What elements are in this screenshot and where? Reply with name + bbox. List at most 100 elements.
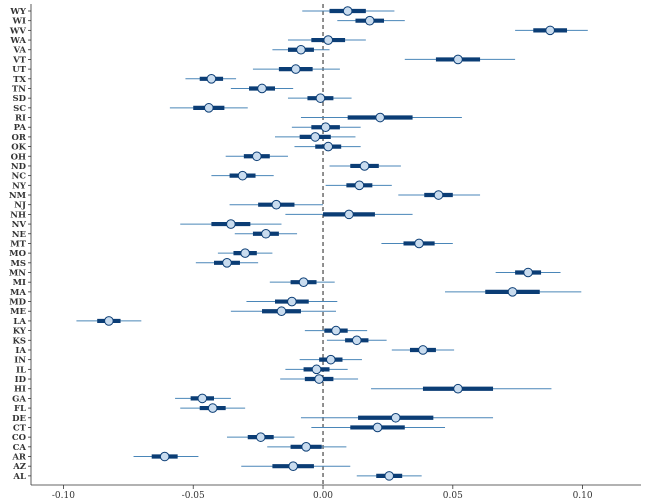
state-label-ms: MS — [10, 259, 26, 269]
point-estimate-nc — [237, 170, 248, 181]
state-label-ny: NY — [12, 181, 27, 191]
state-label-wv: WV — [9, 26, 27, 36]
state-label-co: CO — [12, 433, 27, 443]
point-estimate-ia — [418, 345, 428, 355]
state-label-tn: TN — [12, 84, 26, 94]
state-label-de: DE — [12, 414, 26, 424]
state-label-ga: GA — [12, 394, 26, 404]
state-label-nd: ND — [11, 162, 27, 172]
state-label-pa: PA — [14, 123, 27, 133]
point-estimate-mo — [240, 248, 250, 258]
point-estimate-ga — [197, 393, 208, 404]
point-estimate-mn — [523, 267, 533, 278]
x-ticks: -0.10 -0.05 0.00 0.05 0.10 — [52, 485, 593, 501]
point-estimate-hi — [453, 383, 463, 394]
state-label-md: MD — [9, 298, 26, 308]
state-label-wi: WI — [11, 17, 26, 27]
state-label-fl: FL — [14, 404, 26, 414]
point-estimate-mt — [414, 238, 424, 249]
point-estimate-ri — [375, 112, 385, 123]
point-estimate-ma — [507, 287, 518, 297]
state-label-ca: CA — [13, 443, 27, 453]
point-estimate-ny — [354, 180, 365, 191]
state-label-ia: IA — [15, 346, 26, 356]
state-label-ar: AR — [11, 453, 27, 463]
point-estimate-az — [288, 461, 298, 471]
state-label-or: OR — [12, 133, 27, 143]
point-estimate-nm — [433, 190, 444, 200]
point-estimate-or — [310, 132, 321, 142]
x-tick-label: 0.00 — [313, 491, 333, 501]
x-tick-label: -0.10 — [52, 491, 75, 501]
state-label-wa: WA — [9, 36, 26, 46]
state-label-nh: NH — [10, 210, 26, 220]
x-tick-label: -0.05 — [182, 491, 205, 501]
state-label-la: LA — [13, 317, 26, 327]
point-estimate-in — [326, 354, 336, 365]
state-label-al: AL — [12, 472, 26, 482]
point-estimate-ct — [372, 422, 383, 433]
point-estimate-nj — [271, 199, 282, 210]
point-estimate-sd — [315, 93, 326, 103]
state-label-ut: UT — [12, 65, 26, 75]
point-estimate-oh — [252, 151, 262, 162]
point-estimate-tx — [206, 73, 217, 84]
point-estimate-ar — [159, 451, 170, 462]
state-label-in: IN — [14, 356, 26, 366]
point-estimate-wy — [342, 6, 353, 16]
point-estimate-wi — [364, 15, 375, 26]
point-estimate-ky — [331, 325, 341, 336]
point-estimate-ms — [222, 258, 232, 268]
point-estimate-va — [296, 44, 306, 55]
point-estimate-la — [104, 316, 114, 326]
state-label-ky: KY — [13, 327, 27, 337]
state-label-ok: OK — [11, 143, 26, 153]
state-label-va: VA — [12, 46, 26, 56]
state-label-sc: SC — [13, 104, 26, 114]
point-estimate-id — [314, 374, 324, 384]
state-label-il: IL — [16, 365, 26, 375]
state-label-ri: RI — [15, 114, 26, 124]
point-estimate-nd — [359, 161, 370, 171]
state-label-tx: TX — [13, 75, 26, 85]
point-estimate-mi — [298, 277, 309, 287]
x-tick-label: 0.10 — [573, 491, 593, 501]
state-label-sd: SD — [12, 94, 26, 104]
point-estimate-ut — [290, 64, 301, 74]
point-estimate-tn — [257, 83, 267, 94]
point-estimate-pa — [320, 122, 331, 133]
state-label-nv: NV — [12, 220, 27, 230]
state-label-me: ME — [10, 307, 26, 317]
state-label-ks: KS — [12, 336, 26, 346]
state-label-ct: CT — [13, 423, 27, 433]
state-label-wy: WY — [9, 7, 27, 17]
point-estimates — [104, 6, 555, 481]
state-label-mi: MI — [13, 278, 26, 288]
point-estimate-fl — [207, 403, 218, 413]
point-estimate-de — [390, 412, 401, 423]
state-label-mo: MO — [9, 249, 26, 259]
state-label-oh: OH — [11, 152, 26, 162]
point-estimate-ok — [323, 141, 334, 152]
point-estimate-sc — [204, 103, 214, 113]
point-estimate-wv — [545, 25, 555, 36]
point-estimate-il — [311, 364, 322, 375]
state-label-mt: MT — [10, 239, 26, 249]
point-estimate-vt — [453, 54, 463, 65]
interval-bars — [76, 8, 588, 478]
state-label-nm: NM — [9, 191, 27, 201]
y-axis: WYWIWVWAVAVTUTTXTNSDSCRIPAOROKOHNDNCNYNM… — [9, 4, 32, 485]
x-tick-label: 0.05 — [443, 491, 463, 501]
state-label-ma: MA — [10, 288, 26, 298]
state-label-hi: HI — [14, 385, 26, 395]
point-estimate-ca — [301, 442, 311, 452]
state-label-nc: NC — [11, 172, 26, 182]
x-axis: -0.10 -0.05 0.00 0.05 0.10 — [31, 484, 641, 501]
point-estimate-ks — [351, 335, 362, 346]
state-label-mn: MN — [9, 268, 26, 278]
state-label-ne: NE — [12, 230, 27, 240]
point-estimate-nv — [226, 219, 236, 229]
state-label-nj: NJ — [14, 201, 26, 211]
state-label-id: ID — [15, 375, 27, 385]
